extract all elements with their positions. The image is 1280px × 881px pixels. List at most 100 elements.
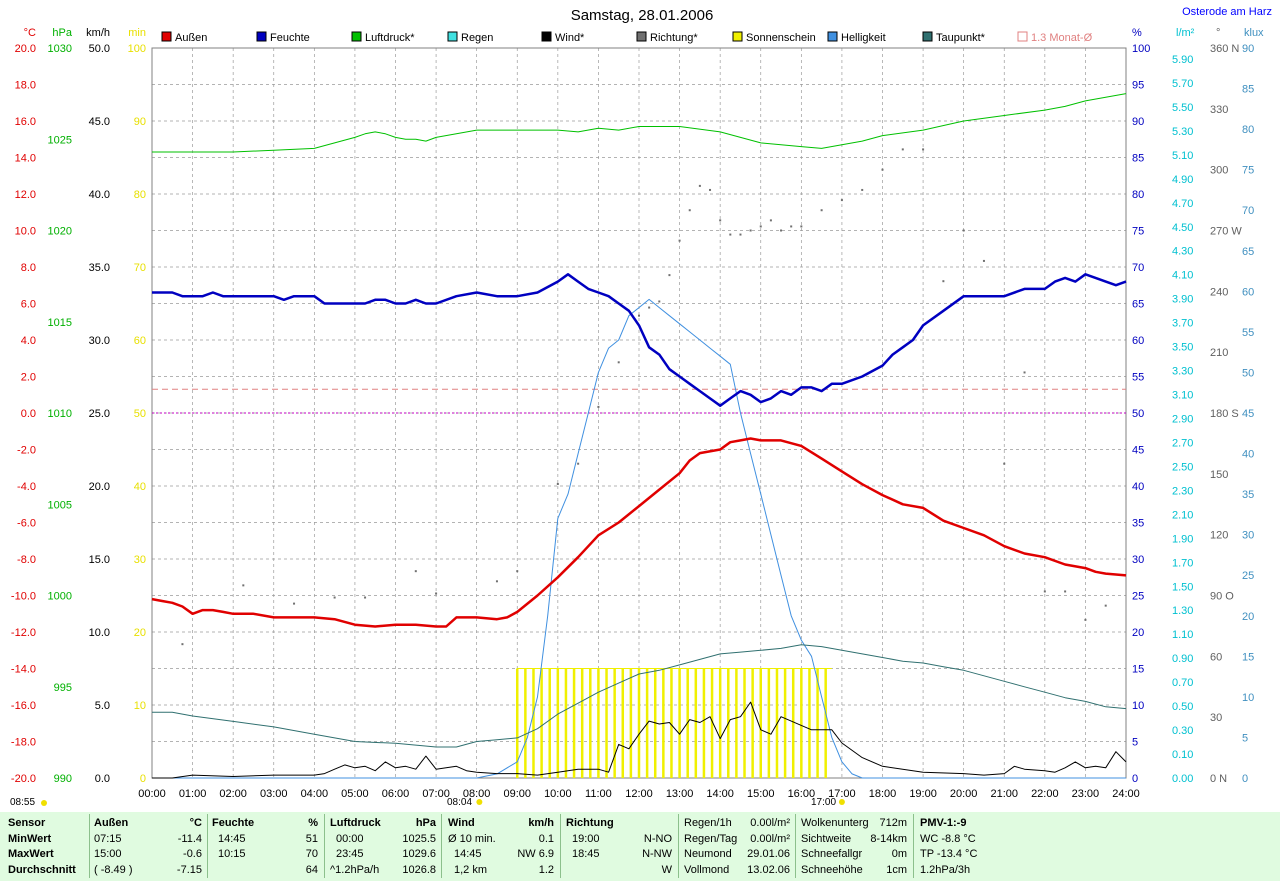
aussen-unit: °C [189, 817, 202, 829]
left-axis-unit: hPa [52, 27, 72, 39]
left-axis-tick: 0.0 [21, 408, 36, 420]
left-axis-tick: 14.0 [15, 153, 36, 165]
right-axis-tick: 330 [1210, 104, 1228, 116]
luftdruck-trend: ^1.2hPa/h [330, 863, 380, 876]
left-axis-tick: 0.0 [95, 773, 110, 785]
point-richtung [759, 225, 762, 228]
point-richtung [617, 361, 620, 364]
right-axis-tick: 270 W [1210, 226, 1242, 238]
point-richtung [861, 188, 864, 191]
right-axis-tick: 3.90 [1172, 294, 1193, 306]
aussen-min-value: -11.4 [177, 832, 202, 845]
aussen-min-time: 07:15 [94, 832, 122, 845]
luftdruck-min-value: 1025.5 [402, 832, 436, 845]
legend: Außen Feuchte Luftdruck* Regen Wind* Richtung… [161, 31, 1093, 44]
location-label: Osterode am Harz [1182, 6, 1272, 18]
x-tick-label: 02:00 [219, 788, 247, 800]
left-axis-tick: 5.0 [95, 700, 110, 712]
luftdruck-max-time: 23:45 [336, 848, 364, 860]
series-line-wind [152, 701, 1127, 779]
right-axis-tick: 5.10 [1172, 150, 1193, 162]
divider [795, 814, 796, 878]
left-axis-tick: -4.0 [17, 481, 36, 493]
x-tick-label: 18:00 [869, 788, 897, 800]
point-richtung [333, 596, 336, 599]
legend-label: Feuchte [270, 32, 310, 44]
sensor-header: Sensor [8, 817, 46, 829]
left-axis-tick: 40 [134, 481, 146, 493]
right-axis-tick: 20 [1242, 611, 1254, 623]
right-axis-tick: 60 [1132, 335, 1144, 347]
sichtweite-value: 8-14km [870, 832, 907, 845]
regen-1h-label: Regen/1h [684, 817, 732, 829]
x-tick-label: 15:00 [747, 788, 775, 800]
feuchte-unit: % [308, 817, 318, 829]
legend-swatch [732, 31, 743, 42]
left-axis-tick: 16.0 [15, 116, 36, 128]
right-axis-tick: 80 [1132, 189, 1144, 201]
point-richtung [658, 300, 661, 303]
point-richtung [364, 596, 367, 599]
right-axis-tick: 1.10 [1172, 629, 1193, 641]
left-axis-unit: km/h [86, 27, 110, 39]
luftdruck-max-value: 1029.6 [402, 848, 436, 860]
x-axis-ticks: 00:00 01:00 02:00 03:00 04:00 05:00 06:00 07:00… [41, 788, 1140, 806]
left-axis-tick: 0 [140, 773, 146, 785]
left-axis-tick: 4.0 [21, 335, 36, 347]
sensor-avg-label: Durchschnitt [8, 863, 76, 876]
right-axis-tick: 3.70 [1172, 318, 1193, 330]
left-axis-tick: 10 [134, 700, 146, 712]
left-axis-tick: 50 [134, 408, 146, 420]
statistics-table: Sensor MinWert MaxWert Durchschnitt Auße… [0, 812, 1280, 881]
right-axis-tick: 45 [1132, 445, 1144, 457]
feuchte-avg-value: 64 [305, 863, 318, 876]
aussen-avg-value: -7.15 [176, 863, 202, 876]
luftdruck-min-time: 00:00 [336, 832, 364, 845]
right-axis-tick: 3.30 [1172, 366, 1193, 378]
right-axis-tick: 90 O [1210, 591, 1234, 603]
left-axis-tick: -6.0 [17, 518, 36, 530]
x-tick-label: 13:00 [666, 788, 694, 800]
sun-hours-label: 08:55 [10, 797, 36, 808]
x-tick-label: 08:00 [463, 788, 491, 800]
right-axis-tick: 120 [1210, 530, 1228, 542]
right-axis-tick: 5 [1242, 732, 1248, 744]
point-richtung [729, 233, 732, 236]
left-axis-tick: -20.0 [11, 773, 36, 785]
point-richtung [242, 584, 245, 587]
right-axis-tick: 65 [1132, 299, 1144, 311]
left-axis-tick: -10.0 [11, 591, 36, 603]
right-axis-tick: 30 [1242, 530, 1254, 542]
right-axis-unit: l/m² [1176, 27, 1195, 39]
point-richtung [901, 148, 904, 151]
left-axis-tick: 1005 [48, 499, 72, 511]
point-richtung [648, 306, 651, 309]
legend-label: Außen [175, 32, 207, 44]
point-richtung [840, 199, 843, 202]
left-axis-tick: 6.0 [21, 299, 36, 311]
point-richtung [719, 219, 722, 222]
left-axis-tick: 30 [134, 554, 146, 566]
point-richtung [769, 219, 772, 222]
series-line-feuchte [152, 273, 1127, 407]
legend-label: Sonnenschein [746, 32, 816, 44]
wolkenunterg-value: 712m [879, 817, 907, 829]
axes: °C 20.0 18.0 16.0 14.0 12.0 10.0 8.0 6.0 4.0 2.0 0.… [11, 27, 1264, 785]
richtung-avg-value: W [661, 863, 672, 876]
point-richtung [668, 274, 671, 277]
right-axis-tick: 5.30 [1172, 126, 1193, 138]
right-axis-tick: 40 [1242, 449, 1254, 461]
left-axis-tick: 1000 [48, 591, 72, 603]
series-line-luftdruck [152, 93, 1127, 153]
left-axis-tick: 20.0 [15, 43, 36, 55]
right-axis-tick: 90 [1242, 43, 1254, 55]
left-axis-tick: 30.0 [89, 335, 110, 347]
right-axis-tick: 0.90 [1172, 653, 1193, 665]
schneefallgr-value: 0m [891, 848, 907, 860]
wind-avg-value: 0.1 [538, 832, 554, 845]
luftdruck-header: Luftdruck [330, 817, 381, 829]
x-tick-label: 00:00 [138, 788, 166, 800]
left-axis-tick: 50.0 [89, 43, 110, 55]
left-axis-tick: 1010 [48, 408, 72, 420]
right-axis-tick: 4.10 [1172, 270, 1193, 282]
